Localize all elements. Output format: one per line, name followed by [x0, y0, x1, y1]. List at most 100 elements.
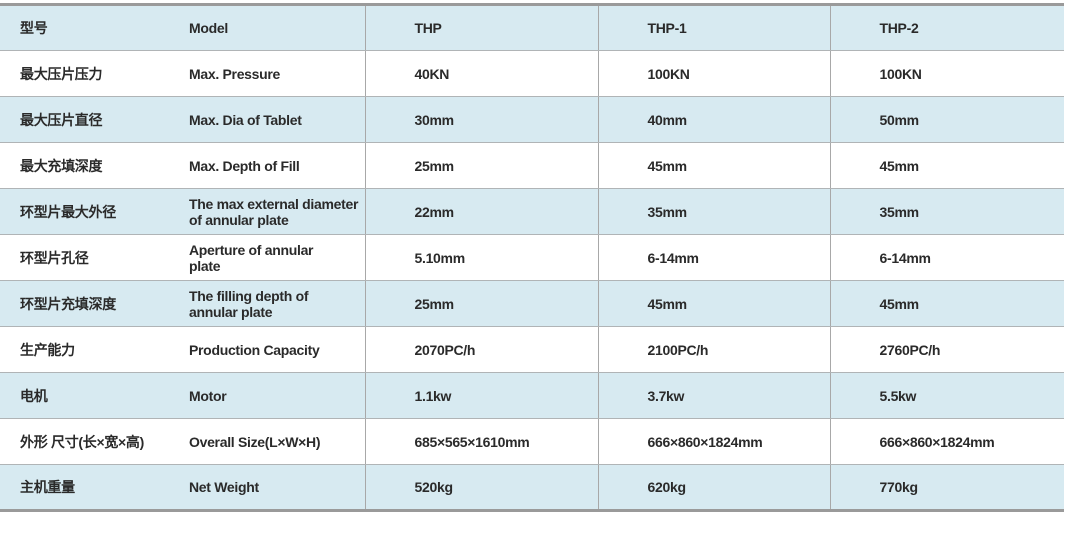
cell-value-thp: 1.1kw: [364, 372, 598, 419]
value-thp-2: 5.5kw: [879, 387, 917, 404]
cell-label-en: The max external diameter of annular pla…: [180, 188, 365, 235]
cell-label-en: Max. Depth of Fill: [180, 142, 365, 189]
table-row: 最大充填深度 Max. Depth of Fill 25mm 45mm 45mm: [0, 142, 1064, 189]
cell-value-thp-1: 2100PC/h: [597, 326, 830, 373]
value-thp-2: THP-2: [879, 20, 919, 36]
cell-value-thp-1: 666×860×1824mm: [597, 418, 830, 465]
cell-label-zh: 主机重量: [0, 464, 180, 511]
table-row: 最大压片直径 Max. Dia of Tablet 30mm 40mm 50mm: [0, 96, 1064, 143]
label-zh: 主机重量: [20, 479, 75, 495]
cell-label-zh: 电机: [0, 372, 180, 419]
value-thp-1: 45mm: [647, 157, 688, 174]
cell-label-zh: 外形 尺寸(长×宽×高): [0, 418, 180, 465]
cell-value-thp-1: 40mm: [597, 96, 830, 143]
cell-label-en: Aperture of annular plate: [180, 234, 365, 281]
cell-value-thp: 685×565×1610mm: [364, 418, 598, 465]
cell-label-zh: 最大压片压力: [0, 50, 180, 97]
cell-value-thp-1: 45mm: [597, 142, 830, 189]
cell-label-zh: 最大充填深度: [0, 142, 180, 189]
cell-label-zh: 型号: [0, 4, 180, 51]
label-en: Aperture of annular plate: [189, 241, 314, 274]
value-thp: 520kg: [414, 479, 454, 495]
value-thp-1: 2100PC/h: [647, 341, 709, 358]
cell-value-thp: 22mm: [364, 188, 598, 235]
cell-label-zh: 生产能力: [0, 326, 180, 373]
label-zh: 电机: [20, 387, 48, 404]
label-en: The filling depth of annular plate: [189, 287, 309, 320]
label-en: Production Capacity: [189, 341, 320, 358]
cell-value-thp: 30mm: [364, 96, 598, 143]
table-row: 电机 Motor 1.1kw 3.7kw 5.5kw: [0, 372, 1064, 419]
cell-value-thp-2: 2760PC/h: [829, 326, 1064, 373]
cell-label-en: Overall Size(L×W×H): [180, 418, 365, 465]
spec-table: 型号 Model THP THP-1 THP-2 最大压片压力 Max. Pressure 4…: [0, 3, 1064, 512]
label-zh: 环型片最大外径: [20, 203, 116, 220]
cell-value-thp-1: 45mm: [597, 280, 830, 327]
value-thp-1: 3.7kw: [647, 387, 685, 404]
value-thp-2: 45mm: [879, 295, 920, 312]
value-thp-2: 35mm: [879, 203, 920, 220]
value-thp-1: 666×860×1824mm: [647, 433, 763, 450]
cell-value-thp-1: 3.7kw: [597, 372, 830, 419]
value-thp-2: 2760PC/h: [879, 341, 941, 358]
cell-value-thp-2: 5.5kw: [829, 372, 1064, 419]
value-thp-2: 666×860×1824mm: [879, 433, 995, 450]
label-en: Max. Dia of Tablet: [189, 111, 302, 128]
value-thp: THP: [414, 20, 442, 36]
cell-label-en: Motor: [180, 372, 365, 419]
value-thp: 30mm: [414, 111, 455, 128]
value-thp-2: 50mm: [879, 111, 920, 128]
label-zh: 环型片充填深度: [20, 295, 116, 312]
table-row: 型号 Model THP THP-1 THP-2: [0, 4, 1064, 51]
table-row: 最大压片压力 Max. Pressure 40KN 100KN 100KN: [0, 50, 1064, 97]
label-en: Net Weight: [189, 479, 259, 495]
cell-value-thp-1: 6-14mm: [597, 234, 830, 281]
cell-value-thp-2: 6-14mm: [829, 234, 1064, 281]
label-en: Model: [189, 20, 228, 36]
label-zh: 最大压片压力: [20, 65, 103, 82]
cell-value-thp-1: 100KN: [597, 50, 830, 97]
cell-value-thp: THP: [364, 4, 598, 51]
value-thp: 25mm: [414, 295, 455, 312]
cell-value-thp: 2070PC/h: [364, 326, 598, 373]
table-row: 生产能力 Production Capacity 2070PC/h 2100PC/h 2…: [0, 326, 1064, 373]
label-zh: 最大充填深度: [20, 157, 103, 174]
cell-label-zh: 环型片充填深度: [0, 280, 180, 327]
cell-value-thp-2: 50mm: [829, 96, 1064, 143]
table-row: 环型片孔径 Aperture of annular plate 5.10mm 6-14…: [0, 234, 1064, 281]
cell-value-thp-1: 35mm: [597, 188, 830, 235]
value-thp: 25mm: [414, 157, 455, 174]
label-zh: 型号: [20, 20, 48, 36]
value-thp-1: 40mm: [647, 111, 688, 128]
table-row: 环型片充填深度 The filling depth of annular plat…: [0, 280, 1064, 327]
label-en: Max. Depth of Fill: [189, 157, 300, 174]
cell-value-thp-2: 45mm: [829, 142, 1064, 189]
cell-value-thp-1: 620kg: [597, 464, 830, 511]
cell-label-zh: 环型片孔径: [0, 234, 180, 281]
cell-label-zh: 最大压片直径: [0, 96, 180, 143]
cell-value-thp: 5.10mm: [364, 234, 598, 281]
value-thp-2: 45mm: [879, 157, 920, 174]
cell-value-thp: 520kg: [364, 464, 598, 511]
value-thp: 40KN: [414, 65, 450, 82]
value-thp-2: 100KN: [879, 65, 922, 82]
label-en: Motor: [189, 387, 227, 404]
value-thp-1: 35mm: [647, 203, 688, 220]
value-thp-1: 45mm: [647, 295, 688, 312]
label-zh: 最大压片直径: [20, 111, 103, 128]
cell-value-thp: 40KN: [364, 50, 598, 97]
value-thp: 685×565×1610mm: [414, 433, 530, 450]
value-thp: 5.10mm: [414, 249, 466, 266]
label-en: Max. Pressure: [189, 65, 281, 82]
cell-value-thp-2: 100KN: [829, 50, 1064, 97]
cell-label-en: Production Capacity: [180, 326, 365, 373]
cell-label-en: Model: [180, 4, 365, 51]
value-thp: 2070PC/h: [414, 341, 476, 358]
cell-label-zh: 环型片最大外径: [0, 188, 180, 235]
value-thp-1: 620kg: [647, 479, 687, 495]
value-thp-2: 6-14mm: [879, 249, 931, 266]
cell-value-thp: 25mm: [364, 280, 598, 327]
table-row: 环型片最大外径 The max external diameter of annu…: [0, 188, 1064, 235]
cell-value-thp-2: 770kg: [829, 464, 1064, 511]
cell-value-thp: 25mm: [364, 142, 598, 189]
